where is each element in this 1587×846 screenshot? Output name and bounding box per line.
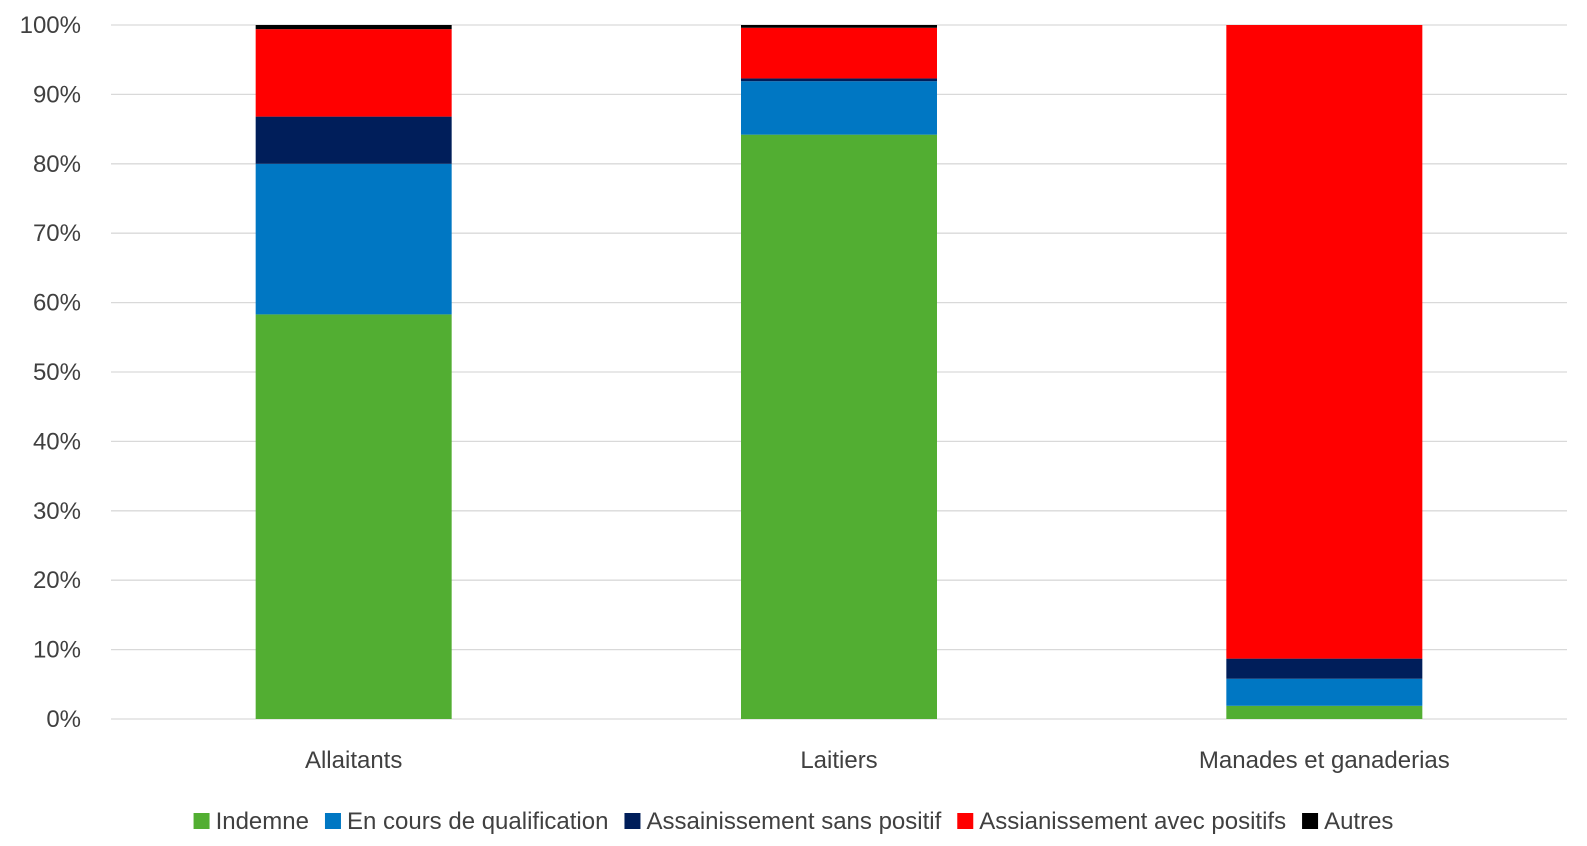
legend-swatch (957, 813, 974, 829)
bar-segment (741, 78, 937, 82)
legend-item: Assainissement sans positif (624, 808, 942, 835)
y-tick-label: 0% (46, 706, 81, 733)
legend-swatch (1302, 813, 1319, 829)
y-tick-label: 90% (33, 81, 81, 108)
legend-label: Autres (1324, 808, 1393, 835)
bar-segment (741, 81, 937, 135)
bar-segment (1226, 25, 1423, 659)
y-tick-label: 30% (33, 498, 81, 525)
bar-segment (255, 116, 452, 164)
y-tick-label: 50% (33, 359, 81, 386)
x-tick-label: Laitiers (800, 747, 877, 774)
legend: Indemne En cours de qualification Assainis… (193, 808, 1393, 835)
bar-segment (255, 29, 452, 117)
legend-swatch (324, 813, 341, 829)
y-tick-label: 80% (33, 151, 81, 178)
x-axis-ticks: Allaitants Laitiers Manades et ganaderias (305, 747, 1450, 774)
legend-item: Indemne (193, 808, 309, 835)
bars (255, 25, 1423, 720)
y-tick-label: 10% (33, 637, 81, 664)
bar-segment (1226, 658, 1423, 679)
y-tick-label: 60% (33, 290, 81, 317)
bar-segment (255, 163, 452, 315)
y-tick-label: 100% (20, 12, 81, 39)
bar-segment (1226, 678, 1423, 706)
y-axis-ticks: 0% 10% 20% 30% 40% 50% 60% 70% 80% 90% 100% (20, 12, 81, 733)
legend-swatch (624, 813, 641, 829)
bar-segment (741, 27, 937, 79)
legend-swatch (193, 813, 210, 829)
x-tick-label: Manades et ganaderias (1199, 747, 1450, 774)
y-tick-label: 40% (33, 428, 81, 455)
legend-item: Autres (1302, 808, 1393, 835)
legend-label: Indemne (216, 808, 309, 835)
x-tick-label: Allaitants (305, 747, 402, 774)
y-tick-label: 20% (33, 567, 81, 594)
bar-segment (255, 314, 452, 719)
legend-label: Assainissement sans positif (646, 808, 941, 835)
legend-item: Assianissement avec positifs (957, 808, 1286, 835)
bar-segment (255, 25, 452, 30)
legend-label: Assianissement avec positifs (979, 808, 1286, 835)
legend-item: En cours de qualification (324, 808, 609, 835)
legend-label: En cours de qualification (347, 808, 609, 835)
bar-segment (741, 134, 937, 720)
bar-segment (1226, 705, 1423, 719)
bar-segment (741, 25, 937, 28)
y-tick-label: 70% (33, 220, 81, 247)
